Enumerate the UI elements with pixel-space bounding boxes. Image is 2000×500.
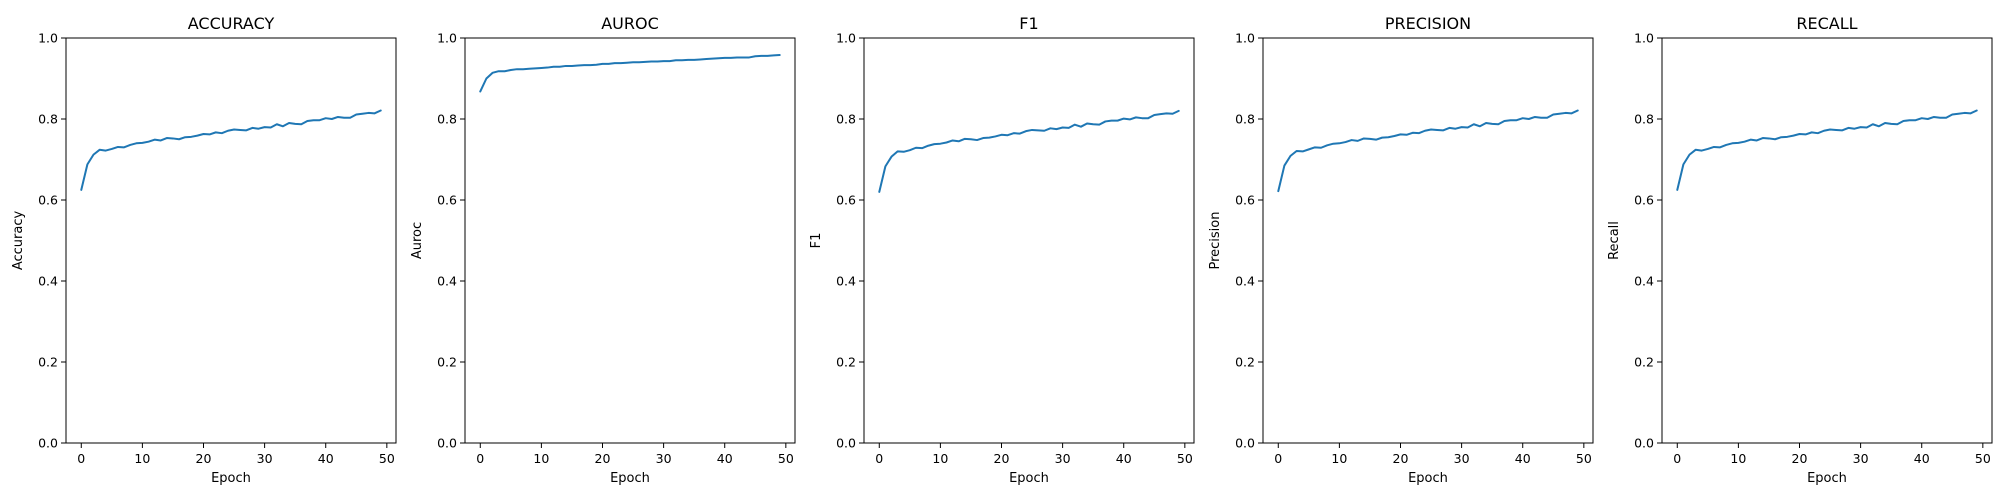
plot-frame <box>464 37 796 444</box>
y-tick-label: 0.4 <box>836 274 856 289</box>
chart-title: ACCURACY <box>188 14 275 33</box>
x-tick-label: 40 <box>1914 451 1930 466</box>
x-tick-label: 20 <box>994 451 1010 466</box>
y-tick-label: 0.6 <box>437 193 457 208</box>
y-tick-label: 0.8 <box>1634 112 1654 127</box>
x-tick-label: 50 <box>1975 451 1991 466</box>
chart-panel-f1: F1 0.0 0.2 0.4 0.6 0.8 1.0 0 10 20 30 40 50 Epoch F1 <box>809 14 1195 486</box>
x-tick-label: 40 <box>1515 451 1531 466</box>
y-tick-label: 0.4 <box>437 274 457 289</box>
series-line <box>80 109 382 191</box>
y-tick-label: 0.2 <box>1634 355 1654 370</box>
y-tick-label: 0.0 <box>1634 436 1654 451</box>
chart-panel-accuracy: ACCURACY 0.0 0.2 0.4 0.6 0.8 1.0 0 10 20 30 40 50 Epo… <box>11 14 397 486</box>
x-axis-label: Epoch <box>1408 471 1448 486</box>
x-tick-label: 50 <box>1576 451 1592 466</box>
chart-panel-auroc: AUROC 0.0 0.2 0.4 0.6 0.8 1.0 0 10 20 30 40 50 Epoch A… <box>410 14 796 486</box>
x-tick-label: 20 <box>1792 451 1808 466</box>
x-tick-label: 0 <box>1274 451 1282 466</box>
y-tick-label: 0.2 <box>437 355 457 370</box>
x-tick-label: 0 <box>476 451 484 466</box>
series-line <box>1277 109 1579 193</box>
y-tick-label: 0.6 <box>38 193 58 208</box>
y-tick-label: 0.0 <box>437 436 457 451</box>
x-tick-label: 40 <box>717 451 733 466</box>
y-tick-label: 0.4 <box>38 274 58 289</box>
y-tick-label: 1.0 <box>1235 31 1255 46</box>
y-tick-label: 0.2 <box>836 355 856 370</box>
x-tick-label: 10 <box>1331 451 1347 466</box>
chart-title: PRECISION <box>1385 14 1471 33</box>
x-tick-label: 30 <box>1454 451 1470 466</box>
x-tick-label: 20 <box>1393 451 1409 466</box>
x-tick-label: 20 <box>595 451 611 466</box>
x-tick-label: 30 <box>1853 451 1869 466</box>
y-tick-label: 0.2 <box>38 355 58 370</box>
chart-panel-precision: PRECISION 0.0 0.2 0.4 0.6 0.8 1.0 0 10 20 30 40 50 Ep… <box>1208 14 1594 486</box>
x-tick-label: 30 <box>257 451 273 466</box>
chart-panel-recall: RECALL 0.0 0.2 0.4 0.6 0.8 1.0 0 10 20 30 40 50 Epoch… <box>1607 14 1993 486</box>
y-tick-label: 0.8 <box>38 112 58 127</box>
x-tick-label: 0 <box>875 451 883 466</box>
y-tick-label: 0.4 <box>1235 274 1255 289</box>
x-tick-label: 50 <box>778 451 794 466</box>
y-tick-label: 0.6 <box>836 193 856 208</box>
x-tick-label: 0 <box>77 451 85 466</box>
x-tick-label: 50 <box>1177 451 1193 466</box>
chart-title: RECALL <box>1796 14 1857 33</box>
series-line <box>479 54 781 93</box>
y-tick-label: 0.0 <box>836 436 856 451</box>
plot-frame <box>65 37 397 444</box>
x-tick-label: 40 <box>1116 451 1132 466</box>
y-tick-label: 0.8 <box>437 112 457 127</box>
y-axis-label: Accuracy <box>11 211 26 271</box>
x-tick-label: 30 <box>656 451 672 466</box>
y-tick-label: 0.6 <box>1634 193 1654 208</box>
y-tick-label: 1.0 <box>1634 31 1654 46</box>
y-tick-label: 0.6 <box>1235 193 1255 208</box>
series-line <box>878 109 1180 193</box>
series-line <box>1676 109 1978 191</box>
x-axis-label: Epoch <box>211 471 251 486</box>
chart-title: F1 <box>1019 14 1038 33</box>
x-tick-label: 0 <box>1673 451 1681 466</box>
y-tick-label: 0.8 <box>1235 112 1255 127</box>
y-axis-label: Recall <box>1607 221 1622 260</box>
x-tick-label: 20 <box>196 451 212 466</box>
plot-frame <box>863 37 1195 444</box>
y-tick-label: 0.4 <box>1634 274 1654 289</box>
x-tick-label: 10 <box>533 451 549 466</box>
chart-title: AUROC <box>601 14 659 33</box>
x-tick-label: 10 <box>134 451 150 466</box>
y-tick-label: 1.0 <box>38 31 58 46</box>
plot-frame <box>1262 37 1594 444</box>
y-tick-label: 0.0 <box>1235 436 1255 451</box>
y-tick-label: 1.0 <box>836 31 856 46</box>
x-axis-label: Epoch <box>610 471 650 486</box>
x-tick-label: 40 <box>318 451 334 466</box>
y-axis-label: Auroc <box>410 222 425 259</box>
x-tick-label: 10 <box>1730 451 1746 466</box>
x-tick-label: 50 <box>379 451 395 466</box>
y-tick-label: 0.2 <box>1235 355 1255 370</box>
y-axis-label: Precision <box>1208 211 1223 269</box>
x-axis-label: Epoch <box>1009 471 1049 486</box>
y-tick-label: 0.0 <box>38 436 58 451</box>
x-tick-label: 30 <box>1055 451 1071 466</box>
y-axis-label: F1 <box>809 233 824 249</box>
x-tick-label: 10 <box>932 451 948 466</box>
plot-frame <box>1661 37 1993 444</box>
y-tick-label: 1.0 <box>437 31 457 46</box>
x-axis-label: Epoch <box>1807 471 1847 486</box>
y-tick-label: 0.8 <box>836 112 856 127</box>
